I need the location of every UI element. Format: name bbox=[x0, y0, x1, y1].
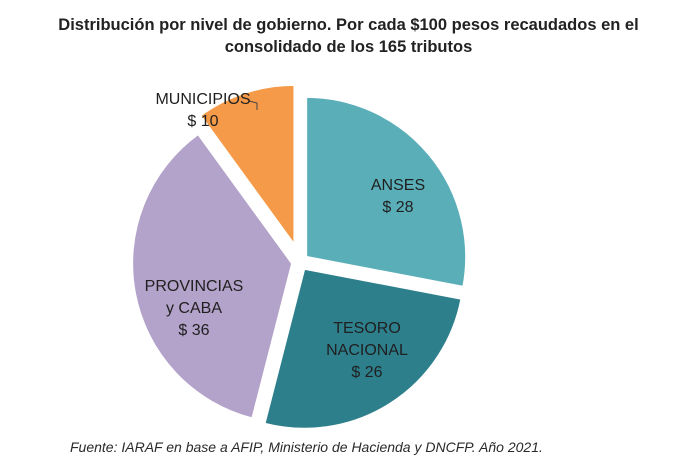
slice-name-tesoro-nacional: TESORO bbox=[333, 320, 401, 337]
slice-name-tesoro-nacional: NACIONAL bbox=[326, 342, 408, 359]
slice-value-municipios: $ 10 bbox=[187, 113, 218, 130]
leader-lines bbox=[248, 100, 258, 110]
slice-name-provincias-caba: y CABA bbox=[166, 300, 222, 317]
slice-name-anses: ANSES bbox=[371, 177, 425, 194]
slice-name-provincias-caba: PROVINCIAS bbox=[145, 278, 244, 295]
source-note: Fuente: IARAF en base a AFIP, Ministerio… bbox=[70, 439, 543, 455]
pie-slices bbox=[131, 83, 468, 430]
slice-value-provincias-caba: $ 36 bbox=[178, 322, 209, 339]
pie-slice-provincias-caba bbox=[131, 132, 294, 420]
chart-title-line-1: Distribución por nivel de gobierno. Por … bbox=[58, 16, 639, 34]
pie-slice-municipios bbox=[198, 83, 296, 248]
slice-value-anses: $ 28 bbox=[382, 199, 413, 216]
pie-slice-anses bbox=[305, 95, 468, 289]
chart-title-line-2: consolidado de los 165 tributos bbox=[224, 38, 473, 56]
chart-title: Distribución por nivel de gobierno. Por … bbox=[0, 14, 697, 58]
slice-labels: ANSES $ 28 TESORO NACIONAL $ 26 PROVINCIAS y C… bbox=[145, 91, 425, 381]
pie-slice-tesoro-nacional bbox=[263, 267, 463, 430]
slice-name-municipios: MUNICIPIOS bbox=[155, 91, 250, 108]
slice-value-tesoro-nacional: $ 26 bbox=[351, 364, 382, 381]
leader-line-municipios bbox=[248, 100, 258, 110]
